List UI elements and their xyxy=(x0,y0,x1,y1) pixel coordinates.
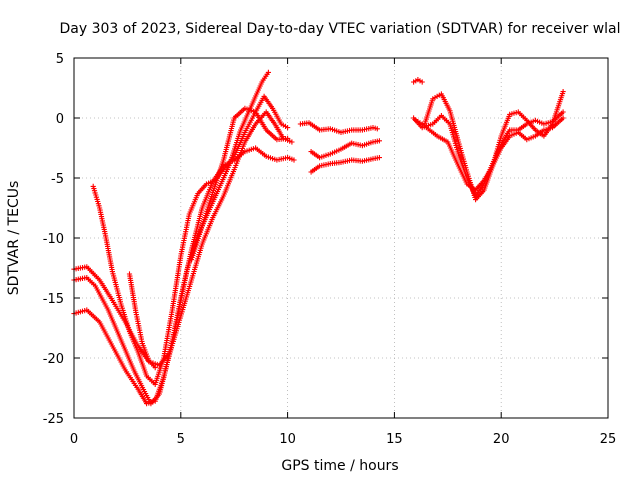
x-tick-label: 15 xyxy=(386,432,403,447)
y-axis-label: SDTVAR / TECUs xyxy=(6,181,22,296)
data-point-markers xyxy=(297,120,380,135)
series-track-12 xyxy=(423,115,566,193)
y-tick-label: -25 xyxy=(43,412,64,427)
data-point-markers xyxy=(308,138,382,161)
y-tick-label: -20 xyxy=(43,352,64,367)
y-tick-label: -10 xyxy=(43,232,64,247)
data-point-markers xyxy=(411,109,566,199)
x-tick-label: 20 xyxy=(493,432,510,447)
y-tick-label: 5 xyxy=(56,52,64,67)
y-tick-label: 0 xyxy=(56,112,64,127)
x-tick-label: 10 xyxy=(279,432,296,447)
series-track-4 xyxy=(90,93,291,387)
series-track-5 xyxy=(188,105,291,263)
x-axis-label: GPS time / hours xyxy=(281,458,398,474)
data-point-markers xyxy=(423,115,566,193)
series-track-11 xyxy=(413,89,566,203)
data-point-markers xyxy=(126,271,158,371)
series-track-9 xyxy=(308,155,382,175)
series-track-6 xyxy=(126,271,158,371)
series-line xyxy=(413,111,564,197)
axis-ticks: 0 5 10 15 20 25 -25 -20 -15 -10 -5 0 5 xyxy=(43,52,617,447)
x-tick-label: 5 xyxy=(177,432,185,447)
series-line xyxy=(92,95,288,386)
series-track-7 xyxy=(297,120,380,135)
y-tick-label: -5 xyxy=(51,172,64,187)
data-point-markers xyxy=(413,89,566,203)
data-point-markers xyxy=(90,93,291,387)
data-point-markers xyxy=(411,77,425,85)
series-track-8 xyxy=(308,138,382,161)
series-track-10 xyxy=(411,109,566,199)
series-track-13 xyxy=(411,77,425,85)
data-point-markers xyxy=(188,105,291,263)
series-line xyxy=(415,91,564,201)
x-tick-label: 25 xyxy=(600,432,617,447)
x-tick-label: 0 xyxy=(70,432,78,447)
chart-title: Day 303 of 2023, Sidereal Day-to-day VTE… xyxy=(59,21,620,37)
data-point-markers xyxy=(308,155,382,175)
y-tick-label: -15 xyxy=(43,292,64,307)
